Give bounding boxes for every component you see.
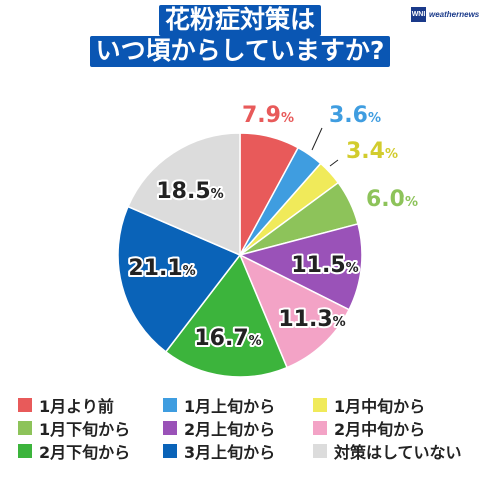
leader-line-2 [311,127,323,151]
value-label-7: 16.7% [194,326,261,351]
legend-item-6: 2月中旬から [313,418,473,439]
value-label-9: 18.5% [156,179,223,204]
legend-item-5: 2月上旬から [163,418,313,439]
legend-label-3: 1月中旬から [334,397,426,416]
legend-label-8: 3月上旬から [184,443,276,462]
legend: 1月より前 1月上旬から 1月中旬から 1月下旬から 2月上旬から 2月中旬から 2月下旬か… [18,395,473,462]
value-label-4: 6.0% [366,187,418,212]
legend-label-5: 2月上旬から [184,420,276,439]
pie-slice-8 [117,205,242,353]
title-line-2: いつ頃からしていますか? [89,36,391,67]
legend-label-7: 2月下旬から [39,443,131,462]
legend-swatch-5 [163,421,177,435]
title-line-1: 花粉症対策は [158,5,321,36]
pie-slice-5 [237,223,363,311]
legend-swatch-4 [18,421,32,435]
value-label-3: 3.4% [346,139,398,164]
pie-slice-6 [238,253,351,369]
legend-label-9: 対策はしていない [334,443,462,462]
value-label-2: 3.6% [329,103,381,128]
value-label-1: 7.9% [242,103,294,128]
legend-swatch-8 [163,444,177,458]
logo-mark: WNI [411,7,426,22]
legend-swatch-9 [313,444,327,458]
legend-swatch-3 [313,398,327,412]
weathernews-logo: WNI weathernews [411,7,479,22]
legend-swatch-7 [18,444,32,458]
legend-item-9: 対策はしていない [313,441,473,462]
legend-label-1: 1月より前 [39,397,114,416]
value-label-5: 11.5% [291,253,358,278]
legend-item-8: 3月上旬から [163,441,313,462]
legend-label-4: 1月下旬から [39,420,131,439]
pie-slice-7 [164,253,289,378]
value-label-6: 11.3% [278,307,345,332]
leader-line-3 [329,159,339,167]
chart-title: 花粉症対策は いつ頃からしていますか? [0,4,480,67]
legend-label-2: 1月上旬から [184,397,276,416]
pie-slices [117,132,363,378]
legend-item-4: 1月下旬から [18,418,163,439]
legend-item-2: 1月上旬から [163,395,313,416]
legend-swatch-2 [163,398,177,412]
legend-item-1: 1月より前 [18,395,163,416]
value-label-8: 21.1% [128,256,195,281]
logo-wordmark: weathernews [429,10,480,19]
legend-item-3: 1月中旬から [313,395,473,416]
legend-label-6: 2月中旬から [334,420,426,439]
legend-swatch-1 [18,398,32,412]
pie-slice-9 [127,132,241,257]
legend-item-7: 2月下旬から [18,441,163,462]
legend-swatch-6 [313,421,327,435]
